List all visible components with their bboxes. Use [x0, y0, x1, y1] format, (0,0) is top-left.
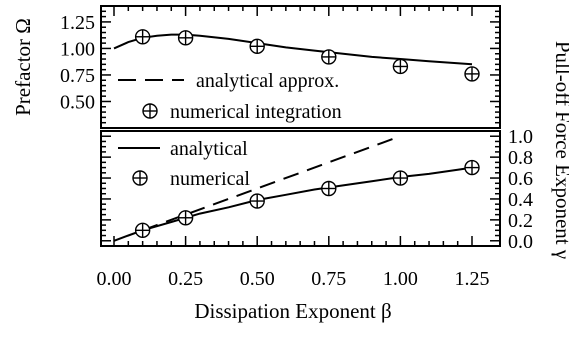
legend-marker-numerical-integration — [142, 103, 158, 119]
bottom-marker-numerical — [464, 159, 480, 176]
bottom-panel: 0.00 0.25 0.50 0.75 1.00 1.25 1.00.80.60.40.2… — [97, 41, 569, 323]
x-tick-label: 0.25 — [168, 268, 203, 290]
x-tick-label: 0.00 — [97, 268, 132, 290]
bottom-marker-numerical — [134, 222, 151, 239]
bottom-y-axis-title: Pull-off Force Exponent γ — [551, 41, 569, 259]
bottom-y-tick-label: 0.8 — [508, 147, 533, 169]
bottom-marker-numerical — [392, 170, 409, 186]
bottom-y-tick-label: 0.2 — [508, 210, 533, 232]
legend-marker-numerical-integration-glyph — [142, 103, 158, 119]
bottom-marker-numerical — [249, 193, 265, 209]
legend-label-analytical: analytical — [170, 138, 248, 160]
x-tick-label: 0.50 — [240, 268, 275, 290]
bottom-y-tick-labels: 1.00.80.60.40.20.0 — [508, 126, 533, 253]
bottom-y-tick-label: 0.0 — [508, 231, 533, 253]
x-tick-label: 1.25 — [455, 268, 490, 290]
legend-label-numerical: numerical — [170, 168, 250, 190]
top-series-analytical-approx — [113, 33, 473, 66]
top-marker-numerical-integration — [321, 49, 337, 65]
bottom-y-tick-label: 0.6 — [508, 168, 533, 190]
bottom-y-tick-label: 0.4 — [508, 189, 533, 211]
top-y-axis-title: Prefactor Ω — [11, 18, 35, 116]
x-axis-title: Dissipation Exponent β — [194, 299, 391, 323]
top-y-tick-label: 0.50 — [60, 91, 95, 113]
bottom-series-dashed — [142, 135, 401, 232]
top-y-tick-labels: 1.25 1.00 0.75 0.50 — [60, 12, 95, 114]
bottom-x-tick-labels: 0.00 0.25 0.50 0.75 1.00 1.25 — [97, 268, 490, 290]
top-panel: 1.25 1.00 0.75 0.50 Prefactor Ω analytical … — [11, 5, 501, 129]
top-marker-numerical-integration — [177, 30, 194, 46]
legend-label-numerical-integration: numerical integration — [170, 101, 342, 123]
top-series-group — [113, 29, 480, 82]
top-y-tick-label: 1.00 — [60, 38, 95, 60]
bottom-marker-numerical — [177, 210, 194, 226]
bottom-marker-numerical — [321, 180, 337, 197]
legend-marker-numerical-glyph — [132, 170, 148, 186]
bottom-panel-frame — [100, 130, 501, 247]
bottom-series-group — [113, 135, 480, 242]
bottom-panel-ticks — [101, 135, 500, 246]
bottom-y-tick-label: 1.0 — [508, 126, 533, 148]
top-y-tick-label: 0.75 — [60, 65, 95, 87]
bottom-series-analytical — [113, 166, 473, 242]
top-marker-numerical-integration — [249, 38, 265, 55]
x-tick-label: 0.75 — [311, 268, 346, 290]
top-panel-ticks — [101, 6, 500, 124]
top-legend: analytical approx. numerical integration — [118, 70, 342, 123]
top-marker-numerical-integration — [464, 66, 480, 82]
bottom-legend: analytical numerical — [118, 138, 250, 190]
legend-marker-numerical — [132, 170, 148, 186]
top-y-tick-label: 1.25 — [60, 12, 95, 34]
x-tick-label: 1.00 — [383, 268, 418, 290]
legend-label-analytical-approx: analytical approx. — [196, 70, 339, 92]
top-marker-numerical-integration — [134, 29, 151, 45]
bottom-frame-rect — [100, 130, 501, 247]
top-marker-numerical-integration — [392, 58, 409, 75]
